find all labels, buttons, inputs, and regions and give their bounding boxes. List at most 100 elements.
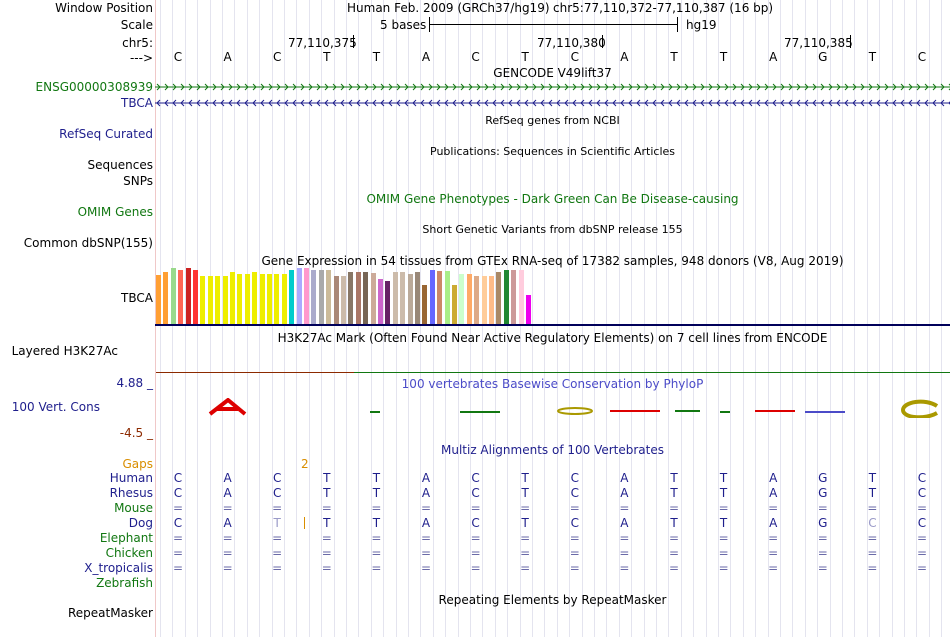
gtex-tissue-bar[interactable] [245, 274, 250, 324]
gtex-tissue-bar[interactable] [437, 271, 442, 324]
gtex-tissue-bar[interactable] [489, 276, 494, 324]
guide-line [259, 0, 260, 637]
h3k27ac-signal-line-brown[interactable] [156, 372, 354, 373]
gtex-tissue-bar[interactable] [452, 285, 457, 324]
gtex-tissue-bar[interactable] [400, 272, 405, 324]
gtex-tissue-bar[interactable] [363, 272, 368, 324]
gtex-tissue-bar[interactable] [378, 279, 383, 324]
species-label[interactable]: Mouse [114, 501, 153, 515]
gtex-tissue-bar[interactable] [408, 274, 413, 324]
gtex-tissue-bar[interactable] [289, 270, 294, 324]
label-common-dbsnp[interactable]: Common dbSNP(155) [23, 236, 153, 250]
gtex-tissue-bar[interactable] [156, 275, 161, 324]
gtex-tissue-bar[interactable] [186, 268, 191, 324]
gtex-tissue-bar[interactable] [467, 274, 472, 324]
gtex-tissue-bar[interactable] [526, 295, 531, 324]
guide-line [706, 0, 707, 637]
label-arrow[interactable]: ---> [129, 51, 153, 65]
alignment-base: = [321, 561, 332, 575]
ruler-tick [602, 35, 603, 48]
h3k27ac-signal-line-green[interactable] [354, 372, 950, 373]
gtex-tissue-bar[interactable] [282, 274, 287, 324]
guide-line [668, 0, 669, 637]
label-ensg[interactable]: ENSG00000308939 [35, 80, 153, 94]
alignment-base: A [620, 486, 629, 500]
label-100-vert-cons[interactable]: 100 Vert. Cons [11, 400, 100, 414]
label-sequences[interactable]: Sequences [87, 158, 153, 172]
gtex-tissue-bar[interactable] [474, 276, 479, 324]
label-tbca-gtex[interactable]: TBCA [121, 291, 153, 305]
gtex-tissue-bar[interactable] [482, 276, 487, 324]
gtex-tissue-bar[interactable] [385, 281, 390, 324]
label-scale[interactable]: Scale [120, 18, 153, 32]
label-cons-max: 4.88 _ [116, 376, 153, 390]
label-layered-h3k27ac[interactable]: Layered H3K27Ac [11, 344, 118, 358]
label-refseq[interactable]: RefSeq Curated [59, 127, 153, 141]
gtex-tissue-bar[interactable] [504, 270, 509, 324]
species-label[interactable]: Human [109, 471, 153, 485]
gtex-tissue-bar[interactable] [348, 272, 353, 324]
species-label[interactable]: Chicken [105, 546, 153, 560]
gtex-tissue-bar[interactable] [267, 274, 272, 324]
gtex-tissue-bar[interactable] [445, 271, 450, 324]
gtex-tissue-bar[interactable] [252, 272, 257, 324]
label-chr[interactable]: chr5: [122, 36, 153, 50]
label-omim-genes[interactable]: OMIM Genes [77, 205, 153, 219]
gtex-tissue-bar[interactable] [304, 268, 309, 324]
species-label[interactable]: X_tropicalis [84, 561, 153, 575]
gtex-tissue-bar[interactable] [430, 270, 435, 324]
gtex-tissue-bar[interactable] [371, 273, 376, 324]
gtex-tissue-bar[interactable] [274, 274, 279, 324]
guide-line [867, 0, 868, 637]
gtex-tissue-bar[interactable] [260, 274, 265, 324]
gtex-bar-chart[interactable] [156, 268, 556, 324]
conservation-logo[interactable] [155, 398, 950, 418]
gtex-tissue-bar[interactable] [215, 276, 220, 324]
gtex-tissue-bar[interactable] [326, 270, 331, 324]
gtex-tissue-bar[interactable] [356, 272, 361, 324]
scale-text: 5 bases [380, 18, 427, 32]
alignment-base: = [817, 501, 828, 515]
alignment-base: = [222, 531, 233, 545]
gtex-tissue-bar[interactable] [341, 276, 346, 324]
gtex-tissue-bar[interactable] [415, 272, 420, 324]
gtex-tissue-bar[interactable] [193, 270, 198, 324]
gtex-tissue-bar[interactable] [171, 268, 176, 324]
gtex-tissue-bar[interactable] [422, 285, 427, 324]
gtex-tissue-bar[interactable] [200, 276, 205, 324]
alignment-base: T [372, 516, 381, 530]
gtex-tissue-bar[interactable] [459, 274, 464, 324]
gtex-tissue-bar[interactable] [311, 270, 316, 324]
label-repeatmasker[interactable]: RepeatMasker [67, 606, 153, 620]
label-tbca-gene[interactable]: TBCA [121, 96, 153, 110]
species-label[interactable]: Dog [128, 516, 153, 530]
gtex-tissue-bar[interactable] [163, 272, 168, 324]
label-gaps[interactable]: Gaps [122, 457, 153, 471]
gtex-tissue-bar[interactable] [519, 270, 524, 324]
gtex-tissue-bar[interactable] [237, 274, 242, 324]
tbca-gene-line[interactable] [155, 97, 950, 109]
insertion-marker[interactable] [304, 517, 305, 529]
alignment-base: A [769, 471, 778, 485]
gtex-tissue-bar[interactable] [496, 272, 501, 324]
gtex-tissue-bar[interactable] [297, 268, 302, 324]
gtex-tissue-bar[interactable] [334, 276, 339, 324]
gtex-tissue-bar[interactable] [393, 272, 398, 324]
species-label[interactable]: Zebrafish [96, 576, 153, 590]
gtex-tissue-bar[interactable] [223, 276, 228, 324]
species-label[interactable]: Elephant [99, 531, 153, 545]
label-window-position[interactable]: Window Position [55, 1, 153, 15]
gtex-tissue-bar[interactable] [178, 270, 183, 324]
alignment-base: A [421, 471, 431, 485]
gtex-tissue-bar[interactable] [511, 270, 516, 324]
label-snps[interactable]: SNPs [123, 174, 153, 188]
gencode-gene-line[interactable] [155, 81, 950, 93]
alignment-base: A [421, 486, 431, 500]
guide-line [656, 0, 657, 637]
gtex-tissue-bar[interactable] [230, 272, 235, 324]
alignment-base: = [718, 531, 729, 545]
gtex-tissue-bar[interactable] [208, 276, 213, 324]
species-label[interactable]: Rhesus [109, 486, 153, 500]
alignment-base: = [916, 531, 928, 545]
gtex-tissue-bar[interactable] [319, 270, 324, 324]
